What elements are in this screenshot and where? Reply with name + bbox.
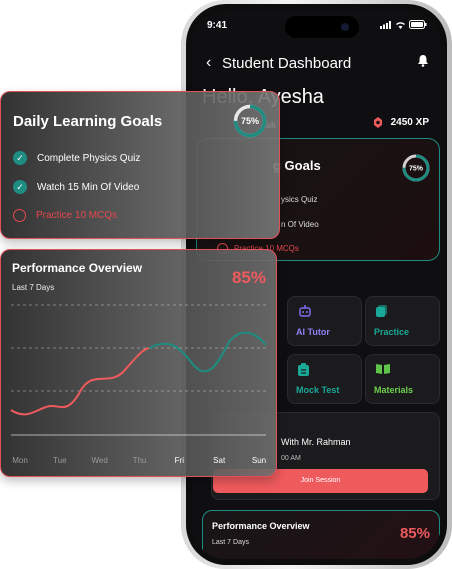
robot-icon bbox=[299, 305, 311, 317]
tile-label: Materials bbox=[374, 385, 414, 395]
check-icon: ✓ bbox=[13, 151, 27, 165]
book-icon bbox=[376, 364, 390, 374]
tile-materials[interactable]: Materials bbox=[365, 354, 440, 404]
session-with: With Mr. Rahman bbox=[281, 437, 351, 447]
goal-item-label: Watch 15 Min Of Video bbox=[37, 181, 140, 193]
bell-icon[interactable] bbox=[417, 54, 429, 67]
goal-item-label: Practice 10 MCQs bbox=[36, 210, 118, 221]
empty-circle-icon bbox=[13, 209, 26, 222]
performance-percent: 85% bbox=[399, 525, 430, 542]
day-label: Sat bbox=[213, 456, 226, 465]
tile-label: AI Tutor bbox=[296, 327, 330, 337]
wifi-icon bbox=[396, 21, 405, 29]
dynamic-island bbox=[285, 16, 359, 38]
goals-progress-label: 75% bbox=[409, 166, 424, 173]
day-label: Sun bbox=[252, 456, 266, 465]
goals-progress-label: 75% bbox=[241, 116, 259, 126]
performance-chart: Mon Tue Wed Thu Fri Sat Sun bbox=[10, 304, 267, 465]
check-icon: ✓ bbox=[13, 180, 27, 194]
tile-practice[interactable]: Practice bbox=[365, 296, 440, 346]
day-label: Fri bbox=[175, 456, 185, 465]
tile-label: Mock Test bbox=[296, 385, 340, 395]
performance-subtitle: Last 7 Days bbox=[212, 539, 249, 546]
session-time: 00 AM bbox=[281, 455, 301, 462]
goals-overlay-card[interactable]: Daily Learning Goals 75% ✓ Complete Phys… bbox=[0, 91, 280, 239]
day-label: Mon bbox=[12, 456, 28, 465]
status-bar: 9:41 bbox=[192, 10, 441, 38]
tile-label: Practice bbox=[374, 327, 410, 337]
status-icons bbox=[380, 20, 427, 29]
status-time: 9:41 bbox=[207, 20, 228, 31]
goal-item-1[interactable]: ✓ Complete Physics Quiz bbox=[13, 151, 140, 165]
goal-item-partial-1: ysics Quiz bbox=[281, 195, 318, 204]
performance-card[interactable]: Performance Overview Last 7 Days 85% bbox=[202, 510, 440, 559]
goals-progress-ring: 75% bbox=[233, 104, 267, 138]
tile-ai-tutor[interactable]: AI Tutor bbox=[287, 296, 362, 346]
signal-icon bbox=[380, 20, 391, 29]
goals-title: Daily Learning Goals bbox=[13, 113, 163, 130]
performance-percent: 85% bbox=[231, 268, 266, 287]
practice-icon bbox=[376, 305, 387, 317]
tile-mock-test[interactable]: Mock Test bbox=[287, 354, 362, 404]
day-label: Tue bbox=[53, 456, 67, 465]
xp-display: 2450 XP bbox=[373, 117, 429, 128]
xp-value: 2450 XP bbox=[390, 117, 429, 128]
performance-overlay-card[interactable]: Performance Overview Last 7 Days 85% Mon… bbox=[0, 249, 277, 477]
goals-progress-ring: 75% bbox=[402, 154, 430, 182]
camera-icon bbox=[341, 23, 349, 31]
day-label: Wed bbox=[92, 456, 108, 465]
performance-title: Performance Overview bbox=[12, 261, 143, 275]
battery-icon bbox=[409, 20, 427, 29]
line-red-segment bbox=[10, 347, 150, 416]
performance-title: Performance Overview bbox=[212, 521, 310, 531]
goals-title-partial: g Goals bbox=[273, 158, 321, 173]
day-label: Thu bbox=[133, 456, 147, 465]
line-teal-segment bbox=[148, 331, 267, 373]
page-title: Student Dashboard bbox=[222, 55, 352, 72]
clipboard-icon bbox=[298, 363, 309, 376]
goal-item-label: Practice 10 MCQs bbox=[234, 244, 299, 253]
goal-item-partial-2: n Of Video bbox=[281, 220, 319, 229]
top-bar: ‹ Student Dashboard bbox=[192, 50, 441, 74]
back-icon[interactable]: ‹ bbox=[206, 54, 212, 71]
goal-item-3[interactable]: Practice 10 MCQs bbox=[13, 209, 117, 222]
performance-subtitle: Last 7 Days bbox=[12, 283, 55, 292]
goal-item-2[interactable]: ✓ Watch 15 Min Of Video bbox=[13, 180, 139, 194]
goal-item-label: Complete Physics Quiz bbox=[37, 152, 141, 164]
xp-icon bbox=[373, 117, 382, 128]
